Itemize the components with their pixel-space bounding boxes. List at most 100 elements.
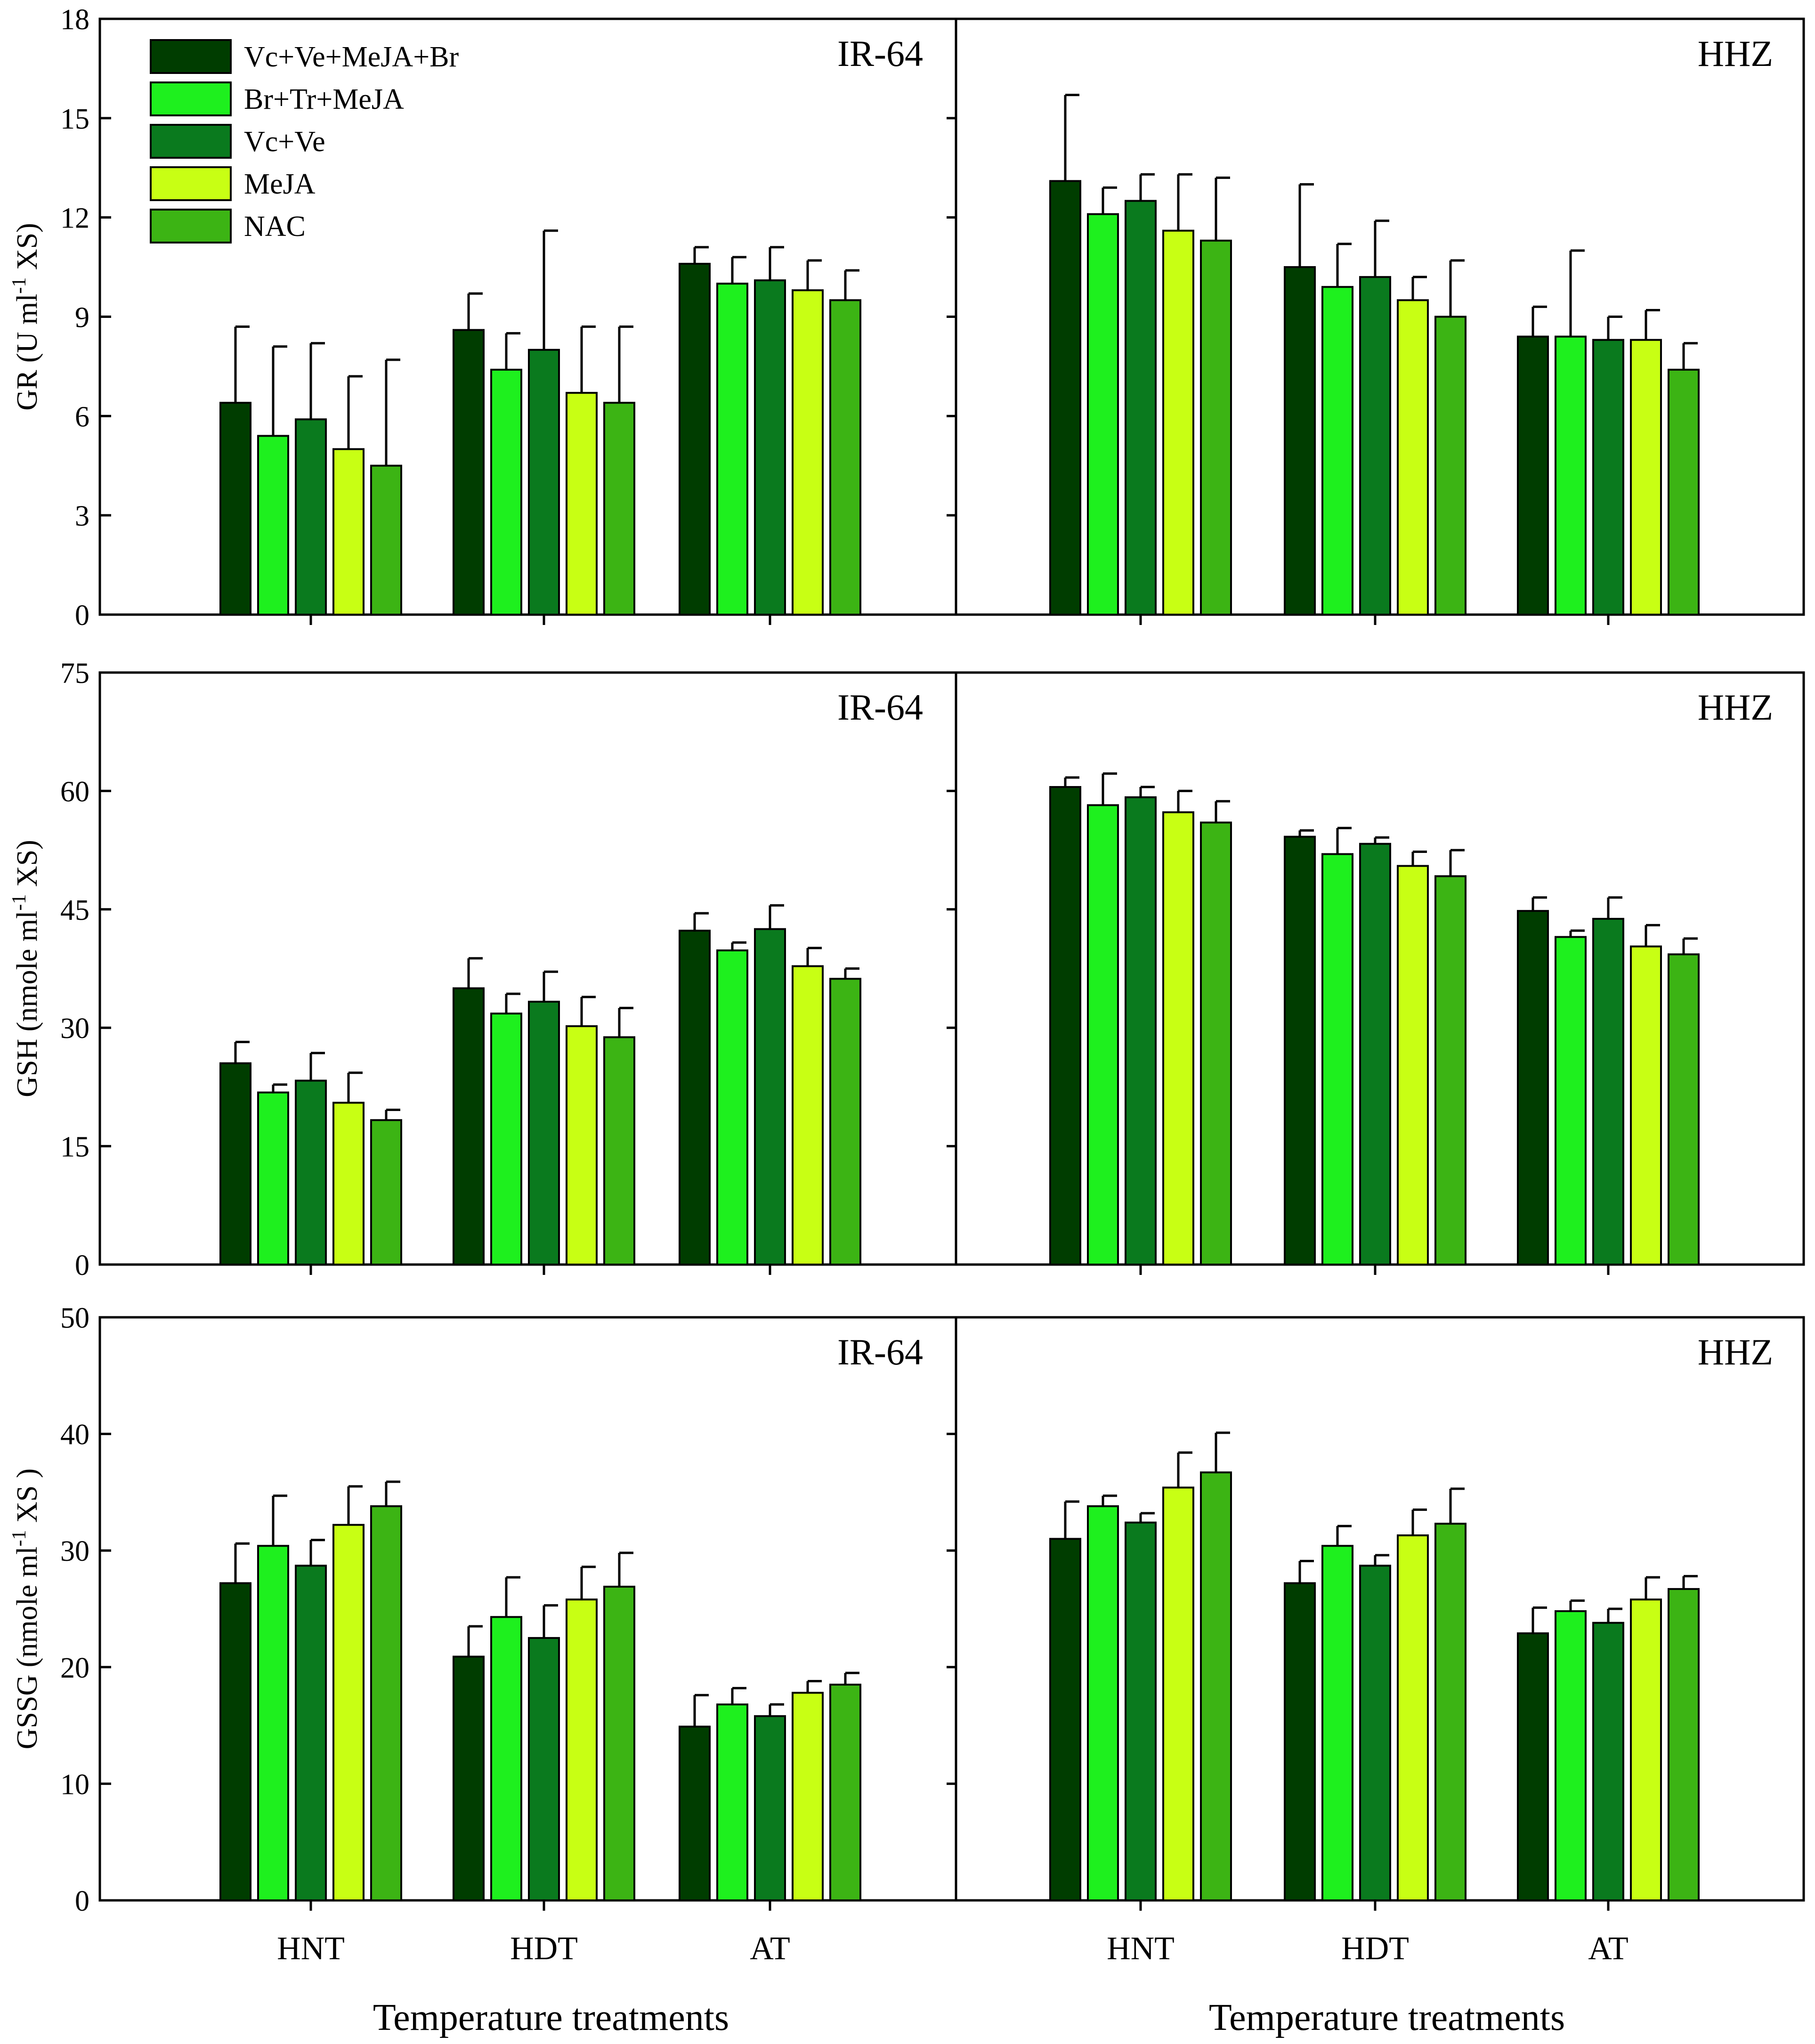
bar [1321, 1545, 1353, 1901]
bar [257, 435, 289, 616]
bar [754, 279, 786, 616]
bar [754, 1715, 786, 1901]
legend-item: Vc+Ve+MeJA+Br [150, 39, 459, 74]
y-tick-label: 40 [60, 1419, 89, 1451]
y-tick-label: 10 [60, 1768, 89, 1801]
bar [829, 978, 861, 1266]
chart-row-2: 0 15 30 45 60 75 GSH (nmole ml-1 XS) IR-64 HHZ [8, 657, 1805, 1282]
x-category-label: HNT [277, 1930, 345, 1967]
bar [792, 289, 824, 616]
bar [1555, 1610, 1587, 1901]
bar [453, 329, 485, 616]
bar [1630, 339, 1662, 616]
bar [1592, 1622, 1624, 1901]
bar [1125, 200, 1157, 616]
panel-label: HHZ [1698, 1331, 1773, 1372]
y-tick-label: 60 [60, 776, 89, 808]
legend-label: Br+Tr+MeJA [244, 83, 404, 115]
bar [716, 1703, 748, 1901]
bar [1592, 339, 1624, 616]
bar [219, 1062, 251, 1266]
y-tick-label: 9 [75, 302, 89, 334]
panel-label: HHZ [1698, 33, 1773, 74]
bar [1125, 1521, 1157, 1901]
bar [1125, 796, 1157, 1265]
legend-swatch [150, 166, 232, 201]
panel-ir-64: IR-64 [98, 671, 957, 1275]
bar [792, 1692, 824, 1901]
bar [1555, 335, 1587, 616]
bar [1359, 1565, 1391, 1901]
bar [490, 1013, 522, 1265]
bar [1284, 266, 1316, 616]
bar [1087, 1505, 1119, 1902]
y-tick-label: 15 [60, 103, 89, 135]
bar [1049, 1538, 1081, 1901]
y-tick-label: 12 [60, 203, 89, 235]
bar [1397, 299, 1429, 616]
bar [1200, 821, 1232, 1265]
x-category-label: HNT [1107, 1930, 1175, 1967]
panel-label: HHZ [1698, 687, 1773, 728]
bar [603, 1036, 635, 1265]
y-tick-label: 6 [75, 401, 89, 433]
panel-label: IR-64 [837, 33, 923, 74]
bar [1517, 1632, 1549, 1902]
bar [1200, 239, 1232, 616]
bar [1049, 180, 1081, 616]
legend-swatch [150, 124, 232, 159]
bar [1434, 316, 1467, 616]
bar [1668, 368, 1700, 616]
panel-hhz: HHZ [955, 671, 1805, 1275]
legend-swatch [150, 209, 232, 243]
panel-hhz: HHZ HNT HDT AT [955, 1316, 1805, 1967]
y-tick-label: 0 [75, 600, 89, 632]
bar [603, 1585, 635, 1902]
y-tick-label: 15 [60, 1131, 89, 1163]
bar [1162, 811, 1194, 1265]
x-axis-title-right: Temperature treatments [1209, 1997, 1565, 2038]
x-category-label: HDT [510, 1930, 578, 1967]
bar [1668, 953, 1700, 1266]
bar [1162, 229, 1194, 616]
bar [1284, 1582, 1316, 1902]
y-tick-label: 75 [60, 657, 89, 689]
bar [1359, 843, 1391, 1265]
bar [1592, 917, 1624, 1265]
bar [332, 448, 365, 616]
y-tick-label: 0 [75, 1249, 89, 1282]
legend-label: NAC [244, 211, 306, 243]
bar [295, 1079, 327, 1265]
legend-item: Br+Tr+MeJA [150, 81, 404, 116]
bar [829, 1683, 861, 1901]
bar [1087, 804, 1119, 1265]
y-tick-label: 18 [60, 4, 89, 36]
y-axis-title: GSSG (nmole ml-1 XS ) [8, 1468, 43, 1750]
bar [1321, 286, 1353, 616]
bar [1397, 865, 1429, 1265]
bar [1668, 1588, 1700, 1901]
y-tick-label: 20 [60, 1652, 89, 1684]
panel-hhz: HHZ [955, 17, 1805, 625]
bar [679, 1726, 711, 1901]
bar [295, 1565, 327, 1901]
bar [370, 1119, 402, 1265]
bar [1200, 1471, 1232, 1902]
bar [1630, 1598, 1662, 1901]
bar [332, 1102, 365, 1265]
bar [370, 464, 402, 616]
bar [829, 299, 861, 616]
bar [566, 1025, 598, 1265]
bar [1517, 910, 1549, 1265]
bar [1517, 335, 1549, 616]
bar [716, 283, 748, 616]
bar [754, 928, 786, 1265]
x-category-label: AT [750, 1930, 790, 1967]
bar [219, 1582, 251, 1902]
bar [257, 1091, 289, 1266]
bar [716, 949, 748, 1265]
y-tick-label: 50 [60, 1302, 89, 1334]
chart-row-1: 0 3 6 9 12 15 18 GR (U ml-1 XS) IR-64 HHZ [8, 4, 1805, 632]
bar [1555, 936, 1587, 1265]
chart-row-3: 0 10 20 30 40 50 GSSG (nmole ml-1 XS ) IR-64 HNT… [8, 1302, 1805, 1967]
